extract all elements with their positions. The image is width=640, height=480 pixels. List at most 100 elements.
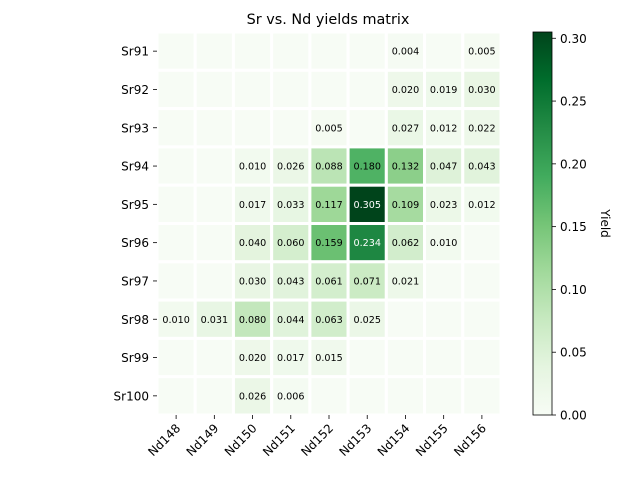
cell-value-label: 0.080: [239, 315, 266, 326]
heatmap-cell-Sr100-Nd152: [308, 375, 350, 417]
heatmap-cell-Sr96-Nd156: [461, 222, 503, 264]
cell-value-label: 0.017: [277, 353, 304, 364]
heatmap-cell-Sr98-Nd150: [231, 298, 274, 340]
cell-value-label: 0.010: [239, 162, 266, 173]
heatmap-cell-Sr96-Nd153: [346, 222, 388, 264]
x-tick-label-Nd149: Nd149: [184, 421, 222, 459]
cell-value-label: 0.019: [430, 85, 457, 96]
x-tick-label-Nd154: Nd154: [375, 421, 413, 459]
heatmap-cell-Sr100-Nd154: [384, 375, 427, 417]
heatmap-cell-Sr98-Nd152: [308, 298, 350, 340]
colorbar-tick-label: 0.10: [560, 283, 587, 297]
heatmap-cell-Sr96-Nd149: [193, 222, 235, 264]
cell-value-label: 0.012: [430, 123, 457, 134]
colorbar-tick-label: 0.20: [560, 157, 587, 171]
heatmap-cell-Sr93-Nd156: [461, 107, 503, 149]
heatmap-cell-Sr91-Nd151: [270, 30, 312, 72]
heatmap-cell-Sr97-Nd156: [461, 260, 503, 302]
y-tick-label-Sr94: Sr94: [121, 160, 149, 174]
cell-value-label: 0.132: [392, 162, 419, 173]
heatmap-cell-Sr96-Nd150: [231, 222, 274, 264]
cell-value-label: 0.010: [162, 315, 189, 326]
cell-value-label: 0.030: [468, 85, 495, 96]
y-tick-label-Sr97: Sr97: [121, 274, 149, 288]
heatmap-cells: [155, 30, 503, 417]
y-tick-label-Sr98: Sr98: [121, 313, 149, 327]
heatmap-cell-Sr100-Nd153: [346, 375, 388, 417]
cell-value-label: 0.305: [353, 200, 380, 211]
heatmap-cell-Sr91-Nd148: [155, 30, 197, 72]
heatmap-cell-Sr94-Nd156: [461, 145, 503, 187]
heatmap-cell-Sr92-Nd149: [193, 68, 235, 111]
x-tick-label-Nd152: Nd152: [298, 421, 336, 459]
cell-value-label: 0.005: [315, 123, 342, 134]
colorbar-label: Yield: [598, 208, 612, 238]
heatmap-cell-Sr93-Nd149: [193, 107, 235, 149]
colorbar-tick-label: 0.30: [560, 32, 587, 46]
heatmap-cell-Sr92-Nd150: [231, 68, 274, 111]
x-tick-label-Nd153: Nd153: [337, 421, 375, 459]
cell-value-label: 0.044: [277, 315, 304, 326]
cell-value-label: 0.234: [353, 238, 380, 249]
cell-value-label: 0.026: [277, 162, 304, 173]
heatmap-cell-Sr99-Nd155: [423, 336, 465, 379]
cell-value-label: 0.005: [468, 47, 495, 58]
heatmap-cell-Sr93-Nd148: [155, 107, 197, 149]
colorbar-tick-label: 0.25: [560, 95, 587, 109]
heatmap-cell-Sr98-Nd154: [384, 298, 427, 340]
heatmap-cell-Sr91-Nd153: [346, 30, 388, 72]
cell-value-label: 0.020: [239, 353, 266, 364]
cell-value-label: 0.031: [201, 315, 228, 326]
cell-value-label: 0.043: [468, 162, 495, 173]
cell-value-label: 0.040: [239, 238, 266, 249]
y-tick-label-Sr96: Sr96: [121, 236, 149, 250]
cell-value-label: 0.159: [315, 238, 342, 249]
heatmap-cell-Sr93-Nd153: [346, 107, 388, 149]
heatmap-cell-Sr92-Nd153: [346, 68, 388, 111]
heatmap-cell-Sr94-Nd148: [155, 145, 197, 187]
cell-value-label: 0.023: [430, 200, 457, 211]
x-tick-label-Nd156: Nd156: [451, 421, 489, 459]
heatmap-cell-Sr97-Nd148: [155, 260, 197, 302]
colorbar-gradient: [532, 31, 553, 416]
heatmap-cell-Sr98-Nd156: [461, 298, 503, 340]
cell-value-label: 0.047: [430, 162, 457, 173]
heatmap-cell-Sr100-Nd155: [423, 375, 465, 417]
cell-value-label: 0.063: [315, 315, 342, 326]
heatmap-cell-Sr91-Nd155: [423, 30, 465, 72]
x-tick-label-Nd151: Nd151: [260, 421, 298, 459]
y-tick-label-Sr92: Sr92: [121, 83, 149, 97]
heatmap-cell-Sr97-Nd152: [308, 260, 350, 302]
cell-value-label: 0.088: [315, 162, 342, 173]
cell-value-label: 0.071: [353, 276, 380, 287]
x-tick-label-Nd150: Nd150: [222, 421, 260, 459]
colorbar: 0.00 0.05 0.10 0.15 0.20 0.25 0.30 Yield: [532, 31, 612, 423]
heatmap-cell-Sr97-Nd155: [423, 260, 465, 302]
heatmap-cell-Sr91-Nd152: [308, 30, 350, 72]
cell-value-label: 0.033: [277, 200, 304, 211]
y-tick-label-Sr95: Sr95: [121, 198, 149, 212]
cell-value-label: 0.109: [392, 200, 419, 211]
cell-value-label: 0.061: [315, 276, 342, 287]
cell-value-label: 0.180: [353, 162, 380, 173]
cell-value-label: 0.060: [277, 238, 304, 249]
heatmap-cell-Sr92-Nd148: [155, 68, 197, 111]
heatmap-cell-Sr92-Nd152: [308, 68, 350, 111]
heatmap-cell-Sr92-Nd151: [270, 68, 312, 111]
cell-value-label: 0.062: [392, 238, 419, 249]
heatmap-cell-Sr99-Nd149: [193, 336, 235, 379]
heatmap-cell-Sr99-Nd156: [461, 336, 503, 379]
y-tick-label-Sr99: Sr99: [121, 351, 149, 365]
y-tick-label-Sr100: Sr100: [114, 389, 149, 403]
heatmap-cell-Sr94-Nd149: [193, 145, 235, 187]
x-tick-label-Nd155: Nd155: [413, 421, 451, 459]
colorbar-tick-label: 0.00: [560, 409, 587, 423]
cell-value-label: 0.030: [239, 276, 266, 287]
heatmap-cell-Sr98-Nd155: [423, 298, 465, 340]
heatmap-cell-Sr100-Nd156: [461, 375, 503, 417]
cell-value-label: 0.017: [239, 200, 266, 211]
y-tick-label-Sr91: Sr91: [121, 45, 149, 59]
cell-value-label: 0.021: [392, 276, 419, 287]
